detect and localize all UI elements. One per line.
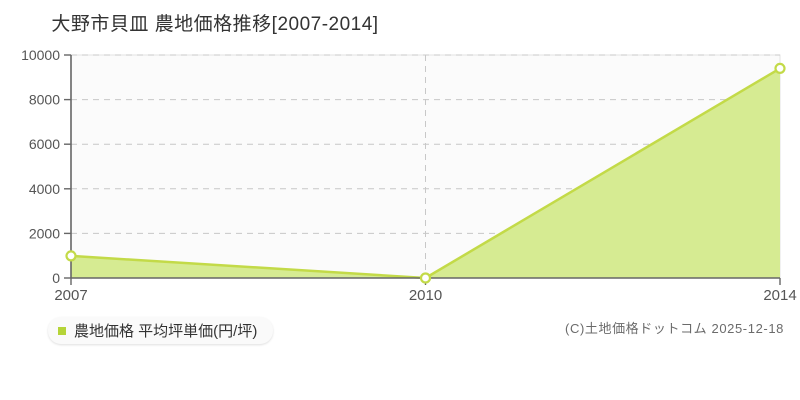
x-tick-label: 2007 bbox=[54, 287, 87, 304]
y-axis-tick-labels: 0 2000 4000 6000 8000 10000 bbox=[21, 47, 60, 286]
x-axis-tick-labels: 2007 2010 2014 bbox=[54, 287, 796, 304]
chart-title: 大野市貝皿 農地価格推移[2007-2014] bbox=[51, 14, 379, 35]
chart-legend[interactable]: 農地価格 平均坪単価(円/坪) bbox=[48, 317, 274, 344]
y-tick-label: 4000 bbox=[29, 181, 60, 197]
series-area-fill bbox=[71, 68, 780, 279]
copyright-credit: (C)土地価格ドットコム 2025-12-18 bbox=[565, 321, 784, 336]
data-point-marker[interactable] bbox=[774, 62, 786, 75]
x-tick-label: 2010 bbox=[409, 287, 442, 304]
legend-series-label: 農地価格 平均坪単価(円/坪) bbox=[74, 323, 258, 340]
y-tick-label: 0 bbox=[52, 270, 60, 286]
y-tick-label: 2000 bbox=[29, 225, 60, 241]
legend-color-swatch-icon bbox=[58, 326, 66, 335]
data-point-marker[interactable] bbox=[419, 272, 432, 284]
x-tick-label: 2014 bbox=[763, 287, 796, 304]
y-tick-label: 10000 bbox=[21, 47, 60, 63]
data-point-markers bbox=[65, 62, 786, 284]
y-tick-label: 8000 bbox=[29, 92, 60, 108]
y-tick-label: 6000 bbox=[29, 136, 60, 152]
y-axis-ticks bbox=[64, 54, 71, 279]
data-point-marker[interactable] bbox=[65, 250, 77, 262]
